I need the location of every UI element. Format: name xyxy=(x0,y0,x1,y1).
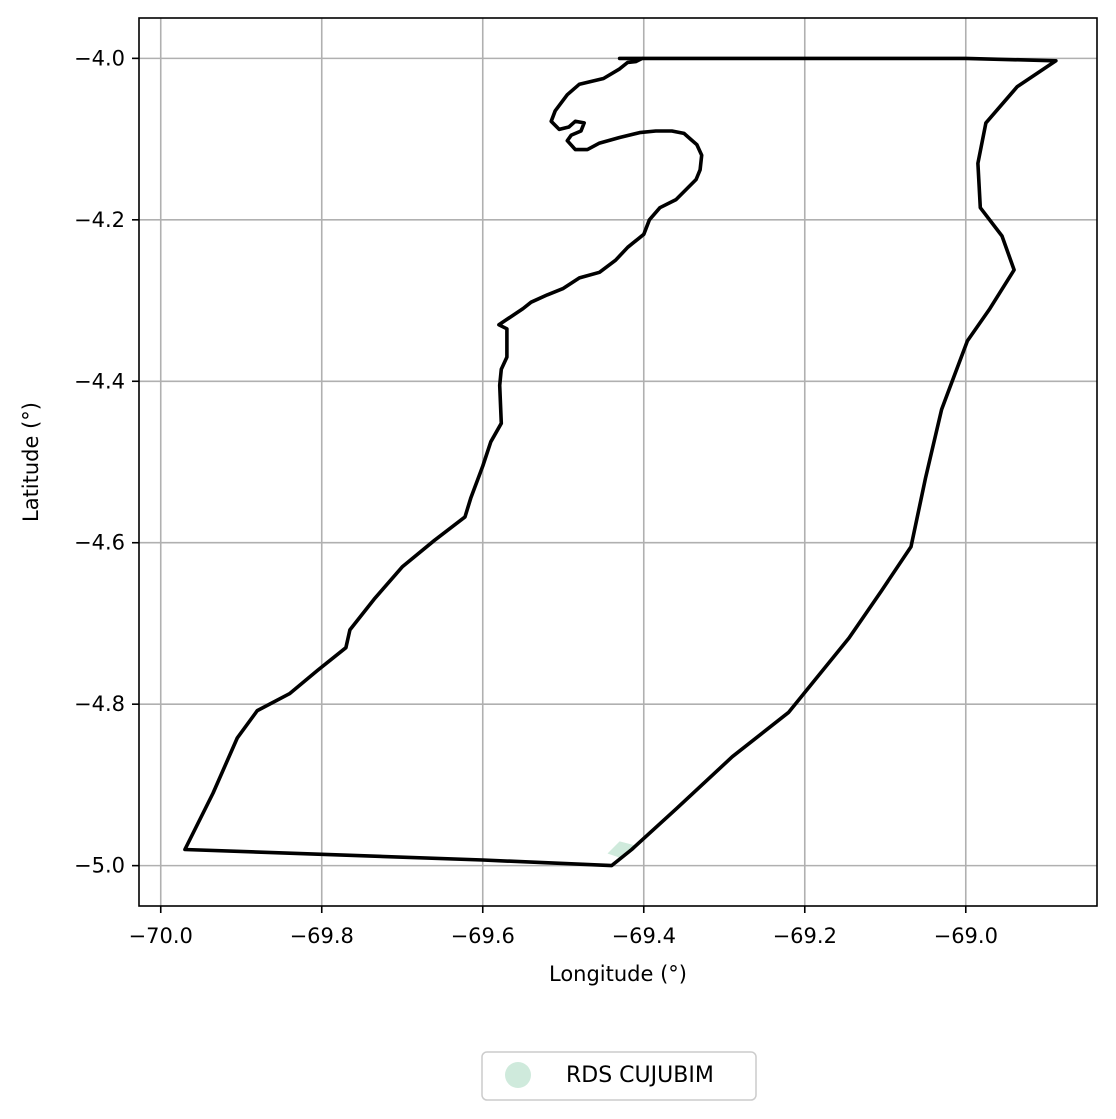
x-tick-label-4: −69.2 xyxy=(773,924,837,948)
y-axis-ticks: −4.0 −4.2 −4.4 −4.6 −4.8 −5.0 xyxy=(74,46,139,878)
x-tick-label-2: −69.6 xyxy=(451,924,515,948)
x-axis-ticks: −70.0 −69.8 −69.6 −69.4 −69.2 −69.0 xyxy=(129,906,998,948)
legend-box xyxy=(481,1051,757,1101)
y-tick-label-0: −4.0 xyxy=(74,46,125,70)
rds-cujubim-area xyxy=(607,841,636,858)
y-tick-label-3: −4.6 xyxy=(74,531,125,555)
legend-label: RDS CUJUBIM xyxy=(566,1063,714,1088)
legend: RDS CUJUBIM xyxy=(481,1051,757,1101)
x-axis-label: Longitude (°) xyxy=(549,962,687,986)
plot-frame xyxy=(138,17,1098,907)
legend-marker xyxy=(505,1062,531,1088)
y-tick-label-2: −4.4 xyxy=(74,369,125,393)
boundary-outline xyxy=(183,56,1058,868)
y-tick-label-5: −5.0 xyxy=(74,854,125,878)
x-tick-label-5: −69.0 xyxy=(934,924,998,948)
x-tick-label-3: −69.4 xyxy=(612,924,676,948)
y-axis-label: Latitude (°) xyxy=(19,402,43,522)
x-tick-label-1: −69.8 xyxy=(290,924,354,948)
y-tick-label-1: −4.2 xyxy=(74,208,125,232)
grid-lines xyxy=(139,18,1097,906)
x-tick-label-0: −70.0 xyxy=(129,924,193,948)
y-tick-label-4: −4.8 xyxy=(74,692,125,716)
